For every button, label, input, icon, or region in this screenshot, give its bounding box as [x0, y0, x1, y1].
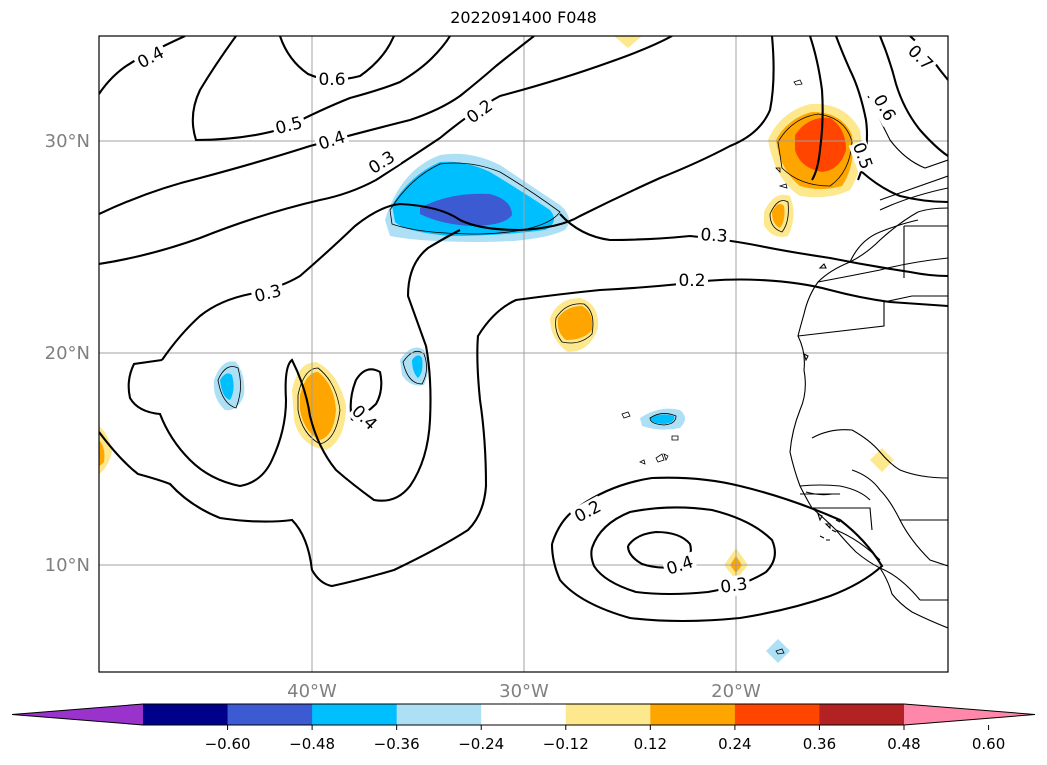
- shaded-anomalies: [99, 36, 894, 663]
- colorbar-segment: [227, 704, 313, 725]
- positive-anomaly-patch: [99, 440, 105, 466]
- colorbar-segment: [819, 704, 905, 725]
- positive-anomaly-patch: [870, 448, 894, 472]
- contour-line: [861, 171, 948, 204]
- colorbar: −0.60 −0.48 −0.36 −0.24 −0.12 0.12 0.24 0.36 0.4…: [11, 703, 1036, 753]
- lon-label: 20°W: [711, 681, 761, 702]
- contour-line: [590, 506, 776, 596]
- contour-line: [127, 229, 461, 502]
- africa-coastline: [789, 207, 948, 629]
- contour-line: [879, 36, 948, 157]
- colorbar-segment: [650, 704, 736, 725]
- colorbar-extend-min: [12, 704, 143, 725]
- colorbar-segment: [312, 704, 398, 725]
- colorbar-tick-label: −0.24: [458, 735, 504, 753]
- lat-label: 20°N: [45, 343, 90, 364]
- positive-anomaly-patch: [772, 204, 785, 228]
- lat-label: 10°N: [45, 555, 90, 576]
- anomaly-outlines: [217, 79, 853, 655]
- colorbar-segment: [396, 704, 482, 725]
- lon-label: 40°W: [287, 681, 337, 702]
- colorbar-tick-label: 0.24: [718, 735, 751, 753]
- colorbar-segment: [565, 704, 651, 725]
- colorbar-segment: [734, 704, 820, 725]
- colorbar-tick-label: −0.48: [289, 735, 335, 753]
- positive-anomaly-patch: [557, 306, 593, 340]
- contour-label: 0.5: [273, 113, 304, 139]
- contour-line: [550, 476, 884, 623]
- contour-label: 0.6: [318, 70, 345, 90]
- contour-line: [161, 36, 775, 361]
- colorbar-tick-label: −0.36: [374, 735, 420, 753]
- contour-line: [809, 36, 824, 181]
- map-frame: [98, 35, 949, 673]
- colorbar-tick-label: −0.60: [205, 735, 251, 753]
- map-title: 2022091400 F048: [450, 8, 597, 27]
- contour-label: 0.3: [700, 225, 728, 247]
- contour-line: [191, 36, 451, 142]
- contour-label: 0.3: [252, 281, 283, 307]
- colorbar-tick-label: 0.60: [972, 735, 1005, 753]
- contour-line: [99, 278, 948, 588]
- colorbar-tick-label: 0.48: [887, 735, 920, 753]
- contour-label: 0.2: [678, 271, 705, 291]
- negative-anomaly-patch: [412, 355, 423, 378]
- lat-label: 30°N: [45, 131, 90, 152]
- colorbar-outline: [11, 703, 1036, 726]
- negative-anomaly-patch: [766, 639, 790, 663]
- gridlines: [99, 36, 948, 672]
- contour-line: [99, 36, 673, 266]
- colorbar-segment: [481, 704, 567, 725]
- contour-line: [559, 213, 948, 278]
- contour-lines: [99, 36, 948, 623]
- contour-label: 0.7: [903, 41, 936, 74]
- longitude-labels: 40°W 30°W 20°W: [287, 681, 761, 702]
- colorbar-tick-label: −0.12: [543, 735, 589, 753]
- negative-anomaly-patch: [220, 373, 234, 400]
- lon-label: 30°W: [499, 681, 549, 702]
- contour-label: 0.3: [719, 574, 749, 598]
- negative-anomaly-patch: [420, 193, 512, 226]
- colorbar-segment: [143, 704, 229, 725]
- contour-line: [99, 36, 535, 215]
- contour-label: 0.4: [347, 401, 380, 434]
- positive-anomaly-patch: [614, 36, 642, 48]
- colorbar-extend-max: [904, 704, 1035, 725]
- contour-label-group: 0.4 0.6 0.5 0.4 0.3 0.2 0.7 0.6 0.5 0.3 …: [132, 39, 939, 599]
- colorbar-tick-label: 0.12: [634, 735, 667, 753]
- colorbar-tick-label: 0.36: [803, 735, 836, 753]
- latitude-labels: 30°N 20°N 10°N: [45, 131, 90, 576]
- contour-line: [349, 368, 383, 421]
- positive-anomaly-patch: [300, 372, 336, 440]
- negative-anomaly-patch: [650, 414, 675, 424]
